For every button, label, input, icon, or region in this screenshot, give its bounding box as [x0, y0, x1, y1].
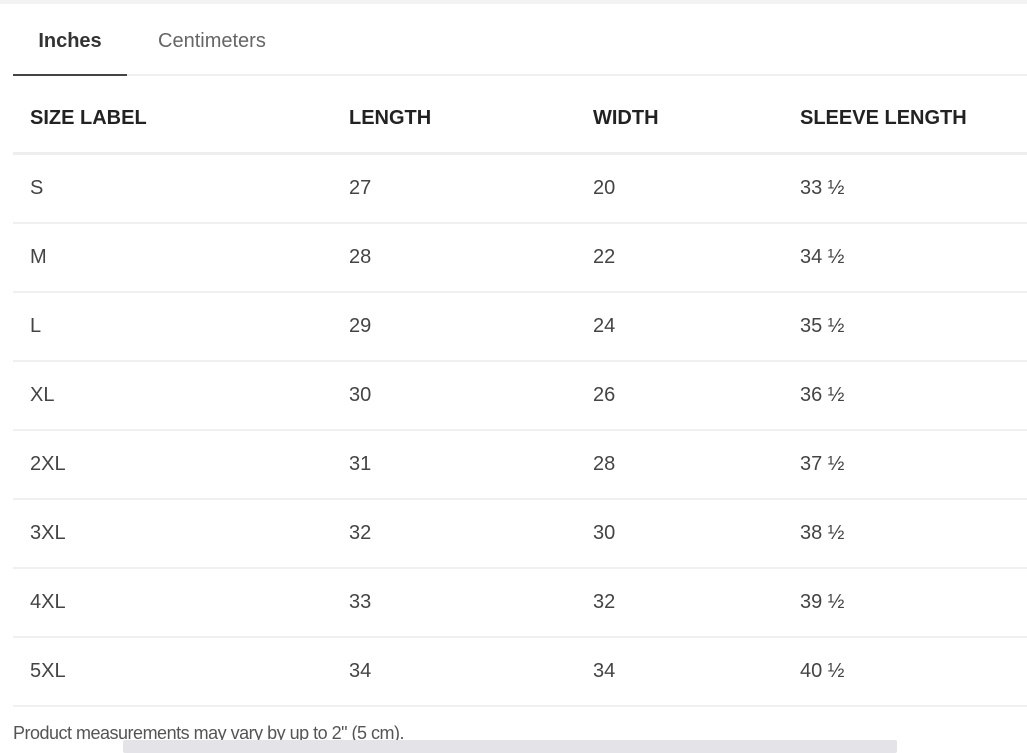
cell-length: 31 [349, 430, 593, 500]
cell-width: 20 [593, 153, 800, 224]
table-row: 4XL 33 32 39 ½ [13, 568, 1027, 638]
tab-centimeters[interactable]: Centimeters [158, 30, 266, 52]
cell-length: 32 [349, 499, 593, 569]
cell-sleeve-length: 37 ½ [800, 430, 1027, 500]
cell-sleeve-length: 39 ½ [800, 568, 1027, 638]
table-row: 2XL 31 28 37 ½ [13, 430, 1027, 500]
cell-size: S [13, 153, 349, 224]
cell-size: M [13, 223, 349, 293]
unit-tabs: Inches Centimeters [13, 22, 1027, 76]
cell-sleeve-length: 35 ½ [800, 292, 1027, 362]
cell-size: XL [13, 361, 349, 431]
cell-length: 28 [349, 223, 593, 293]
cell-size: 4XL [13, 568, 349, 638]
cell-width: 32 [593, 568, 800, 638]
cell-sleeve-length: 33 ½ [800, 153, 1027, 224]
cell-size: L [13, 292, 349, 362]
cell-width: 24 [593, 292, 800, 362]
cell-width: 30 [593, 499, 800, 569]
header-length: LENGTH [349, 84, 593, 155]
cell-length: 33 [349, 568, 593, 638]
cell-sleeve-length: 40 ½ [800, 637, 1027, 707]
table-header-row: SIZE LABEL LENGTH WIDTH SLEEVE LENGTH [13, 84, 1027, 155]
table-row: 3XL 32 30 38 ½ [13, 499, 1027, 569]
cell-sleeve-length: 36 ½ [800, 361, 1027, 431]
header-size-label: SIZE LABEL [13, 84, 349, 155]
cell-width: 34 [593, 637, 800, 707]
table-row: M 28 22 34 ½ [13, 223, 1027, 293]
tab-inches[interactable]: Inches [13, 22, 127, 76]
cell-width: 22 [593, 223, 800, 293]
cell-size: 3XL [13, 499, 349, 569]
cell-sleeve-length: 38 ½ [800, 499, 1027, 569]
cell-length: 34 [349, 637, 593, 707]
cell-width: 28 [593, 430, 800, 500]
overlay-bar [123, 740, 897, 753]
header-sleeve-length: SLEEVE LENGTH [800, 84, 1027, 155]
measurement-note: Product measurements may vary by up to 2… [13, 723, 405, 743]
cell-length: 29 [349, 292, 593, 362]
table-row: XL 30 26 36 ½ [13, 361, 1027, 431]
cell-sleeve-length: 34 ½ [800, 223, 1027, 293]
table-row: 5XL 34 34 40 ½ [13, 637, 1027, 707]
cell-width: 26 [593, 361, 800, 431]
cell-size: 2XL [13, 430, 349, 500]
cell-length: 27 [349, 153, 593, 224]
top-divider [0, 0, 1027, 4]
cell-size: 5XL [13, 637, 349, 707]
table-row: S 27 20 33 ½ [13, 153, 1027, 224]
header-width: WIDTH [593, 84, 800, 155]
cell-length: 30 [349, 361, 593, 431]
table-row: L 29 24 35 ½ [13, 292, 1027, 362]
